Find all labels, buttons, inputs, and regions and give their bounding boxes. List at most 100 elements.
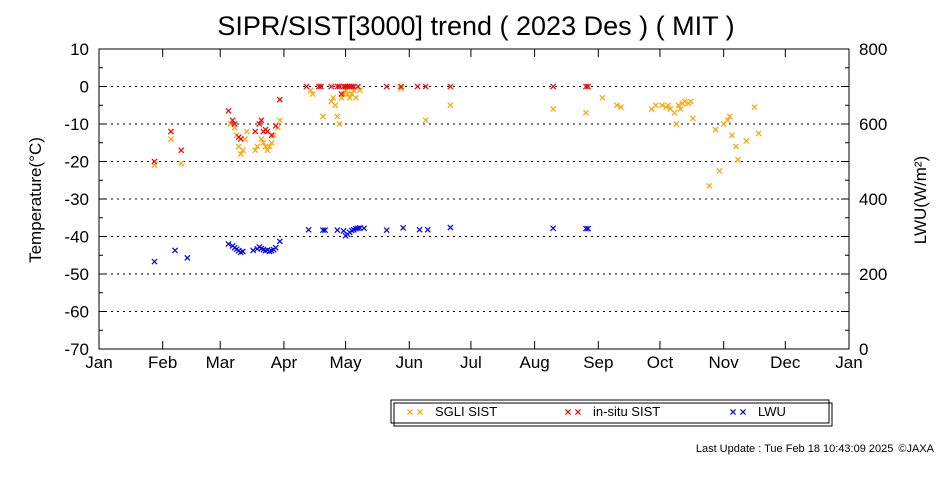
data-point <box>178 160 185 167</box>
data-point <box>677 105 684 113</box>
data-point <box>276 238 283 245</box>
y-axis-right: 800 600 400 200 0 <box>841 40 887 359</box>
y-tick-label: -30 <box>64 190 89 209</box>
x-tick-label: Jul <box>460 353 482 372</box>
data-point <box>264 147 271 154</box>
data-point <box>229 117 236 124</box>
y2-tick-label: 600 <box>859 115 887 134</box>
data-point <box>422 117 429 124</box>
legend-marker <box>729 408 737 416</box>
legend-marker <box>574 408 582 416</box>
data-point <box>319 227 326 234</box>
data-point <box>422 83 429 90</box>
y2-tick-label: 800 <box>859 40 887 59</box>
data-point <box>735 156 742 163</box>
legend-marker <box>739 408 747 416</box>
x-tick-label: May <box>330 353 363 372</box>
y2-tick-label: 0 <box>859 340 868 359</box>
data-point <box>243 128 250 135</box>
data-point <box>225 240 232 248</box>
y-tick-label: -40 <box>64 228 89 247</box>
data-point <box>416 226 423 233</box>
y2-tick-label: 400 <box>859 190 887 209</box>
y-tick-label: -60 <box>64 303 89 322</box>
legend-marker <box>416 408 424 416</box>
x-tick-label: Mar <box>206 353 236 372</box>
x-tick-label: Feb <box>148 353 177 372</box>
data-point <box>732 143 740 150</box>
data-point <box>665 102 672 109</box>
data-point <box>330 94 337 101</box>
data-point <box>260 139 267 146</box>
data-point <box>706 182 713 189</box>
y-tick-label: -20 <box>64 153 89 172</box>
series-in-situ-sist <box>151 83 592 165</box>
data-point <box>317 83 324 90</box>
data-point <box>675 102 682 109</box>
last-update: Last Update : Tue Feb 18 10:43:09 2025 <box>696 443 894 455</box>
data-point <box>336 120 343 128</box>
data-point <box>585 83 592 90</box>
data-point <box>266 143 273 150</box>
y-axis-left: 10 0 -10 -20 -30 -40 -50 -60 -70 <box>64 40 849 359</box>
data-point <box>582 83 590 90</box>
data-point <box>712 126 719 133</box>
data-point <box>268 132 275 139</box>
data-point <box>237 150 244 158</box>
data-point <box>256 120 263 128</box>
data-point <box>585 225 592 232</box>
legend-marker <box>564 408 572 416</box>
data-point <box>681 98 688 105</box>
chart-title: SIPR/SIST[3000] trend ( 2023 Des ) ( MIT… <box>217 11 734 41</box>
data-point <box>613 102 620 109</box>
legend-marker <box>406 408 414 416</box>
data-point <box>151 158 158 165</box>
data-point <box>728 132 735 139</box>
legend-label: in-situ SIST <box>593 404 660 419</box>
data-point <box>322 227 329 234</box>
data-point <box>361 225 368 232</box>
data-point <box>237 135 244 143</box>
legend-box <box>390 399 830 424</box>
data-point <box>447 224 454 231</box>
data-point <box>276 96 283 103</box>
data-point <box>743 137 750 144</box>
x-axis: Jan Feb Mar Apr May Jun Jul Aug Sep Oct Nov Dec Jan <box>85 49 863 372</box>
data-point <box>398 83 405 90</box>
data-point <box>250 247 257 254</box>
x-tick-label: Jan <box>85 353 112 372</box>
data-point <box>270 132 277 139</box>
data-point <box>755 130 762 137</box>
data-point <box>167 128 174 135</box>
legend-label: SGLI SIST <box>435 404 497 419</box>
data-point <box>716 167 723 174</box>
x-tick-label: Aug <box>519 353 549 372</box>
y2-tick-label: 200 <box>859 265 887 284</box>
x-tick-label: Apr <box>271 353 298 372</box>
footer-text: Last Update : Tue Feb 18 10:43:09 2025 ©J… <box>696 443 935 455</box>
data-point <box>352 94 359 101</box>
data-point <box>319 113 326 120</box>
data-point <box>303 83 310 90</box>
data-point <box>272 122 279 129</box>
y-tick-label: 10 <box>70 40 89 59</box>
data-point <box>383 83 390 90</box>
data-point <box>582 109 590 116</box>
data-point <box>239 147 246 154</box>
data-point <box>252 128 259 135</box>
data-point <box>338 90 345 98</box>
y-tick-label: -10 <box>64 115 89 134</box>
data-point <box>383 227 390 234</box>
x-tick-label: Jan <box>835 353 862 372</box>
data-point <box>252 147 259 154</box>
y-tick-label: -70 <box>64 340 89 359</box>
data-point <box>550 83 557 90</box>
x-tick-label: Dec <box>770 353 801 372</box>
x-tick-label: Jun <box>396 353 423 372</box>
data-point <box>239 248 246 255</box>
data-point <box>599 94 606 101</box>
data-point <box>268 139 275 146</box>
y-axis-label: Temperature(°C) <box>26 137 45 263</box>
data-point <box>276 117 283 124</box>
data-point <box>424 226 431 233</box>
